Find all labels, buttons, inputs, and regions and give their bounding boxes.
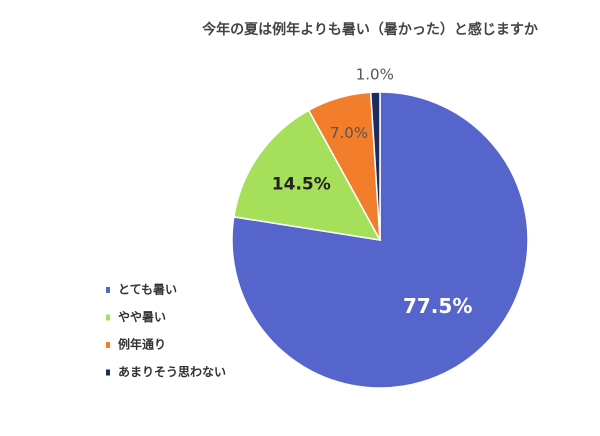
data-label: 14.5% bbox=[272, 175, 331, 195]
data-label: 1.0% bbox=[356, 66, 394, 84]
legend-marker bbox=[106, 287, 110, 293]
data-label: 77.5% bbox=[403, 294, 472, 318]
legend-marker bbox=[106, 369, 110, 376]
data-label: 7.0% bbox=[330, 124, 368, 142]
legend-label: とても暑い bbox=[118, 283, 177, 297]
pie-slice bbox=[369, 91, 381, 241]
chart-title: 今年の夏は例年よりも暑い（暑かった）と感じますか bbox=[201, 21, 538, 38]
legend-label: 例年通り bbox=[118, 337, 166, 352]
legend-marker bbox=[106, 342, 110, 348]
legend-marker bbox=[106, 314, 110, 321]
pie-slice bbox=[232, 109, 382, 241]
legend-label: やや暑い bbox=[118, 310, 166, 324]
legend-label: あまりそう思わない bbox=[118, 365, 226, 379]
